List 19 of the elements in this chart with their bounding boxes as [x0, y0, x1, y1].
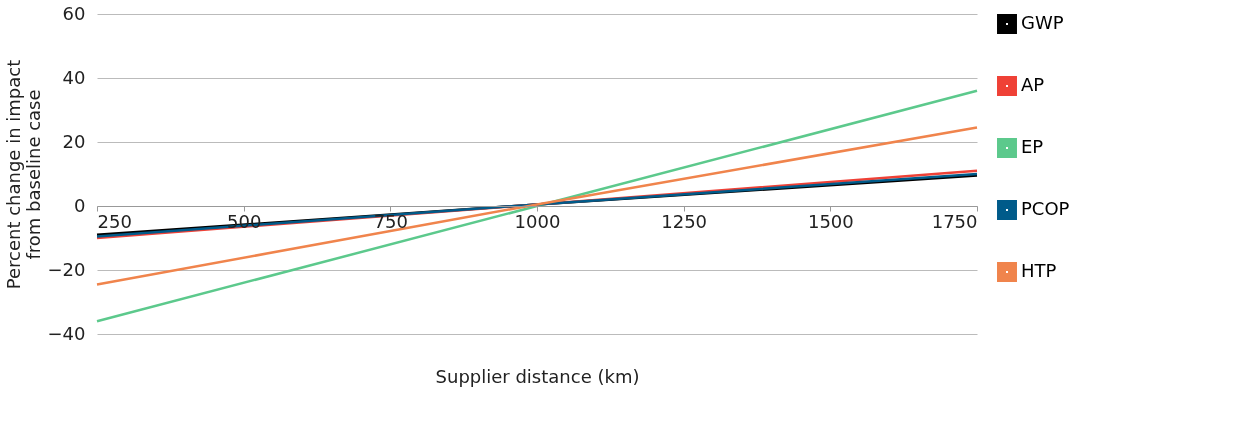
legend-label: AP — [1021, 74, 1045, 95]
x-tick-label: 1500 — [807, 210, 854, 232]
x-axis-title: Supplier distance (km) — [435, 365, 640, 387]
y-tick-label: 20 — [62, 130, 86, 152]
y-tick-label: −40 — [47, 322, 86, 344]
y-axis-title: Percent change in impact from baseline case — [2, 59, 44, 290]
legend-label: PCOP — [1021, 198, 1070, 219]
y-tick-label: 40 — [62, 66, 86, 88]
x-tick-label: 250 — [97, 210, 132, 232]
legend-label: HTP — [1021, 260, 1057, 281]
legend-label: GWP — [1021, 12, 1064, 33]
x-tick-label: 1000 — [514, 210, 561, 232]
x-tick-label: 750 — [373, 210, 409, 232]
y-tick-label: 0 — [74, 194, 86, 216]
y-tick-label: 60 — [62, 2, 86, 24]
y-tick-label: −20 — [47, 258, 86, 280]
x-tick-label: 1250 — [661, 210, 708, 232]
x-tick-label: 1750 — [931, 210, 978, 232]
legend-label: EP — [1021, 136, 1044, 157]
